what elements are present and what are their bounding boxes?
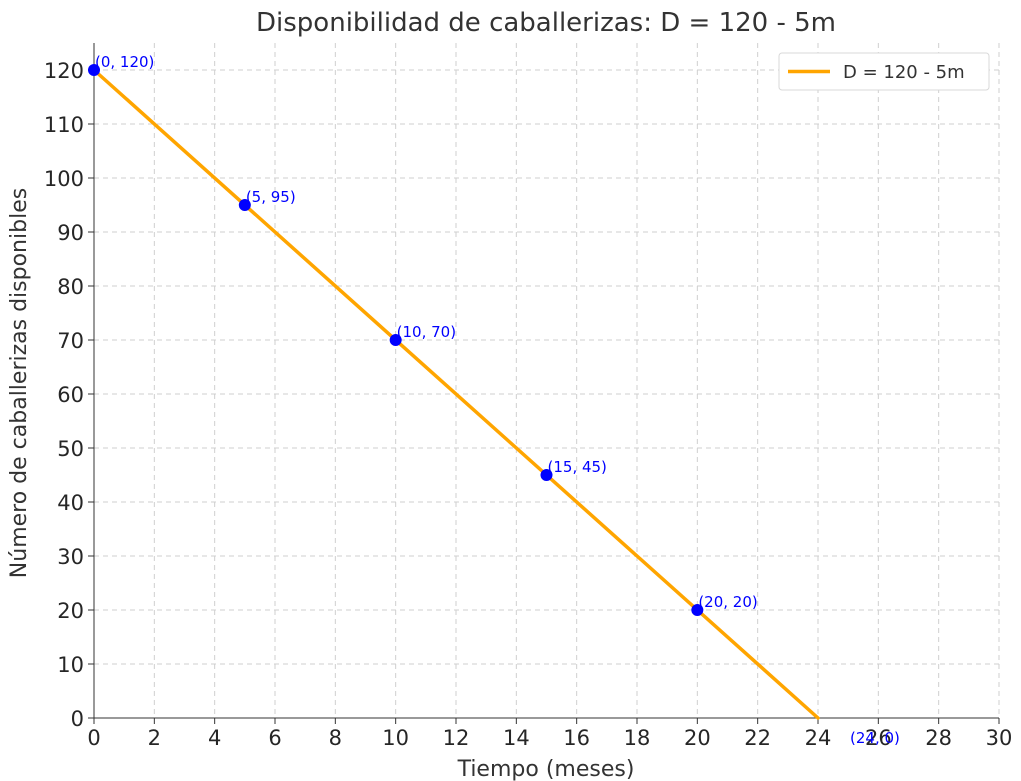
y-tick-label: 50 [57, 437, 84, 461]
y-tick-label: 60 [57, 383, 84, 407]
x-tick-label: 22 [744, 726, 771, 750]
data-point-label: (5, 95) [246, 188, 296, 206]
x-tick-label: 18 [624, 726, 651, 750]
x-tick-label: 28 [925, 726, 952, 750]
data-point [238, 199, 251, 211]
y-tick-label: 70 [57, 329, 84, 353]
x-tick-label: 8 [329, 726, 342, 750]
x-tick-label: 26 [865, 726, 892, 750]
y-tick-label: 40 [57, 491, 84, 515]
x-axis-label: Tiempo (meses) [457, 757, 635, 781]
x-tick-label: 24 [805, 726, 832, 750]
x-axis-ticks: 0 2 4 6 8 10 12 14 16 18 20 22 24 26 28 30 [87, 718, 1012, 750]
data-point-label: (20, 20) [698, 593, 757, 611]
data-point [389, 334, 402, 346]
x-tick-label: 20 [684, 726, 711, 750]
legend-box [778, 52, 990, 91]
y-tick-label: 30 [57, 545, 84, 569]
y-tick-label: 110 [44, 113, 84, 137]
legend-entry-label: D = 120 - 5m [843, 62, 965, 83]
annotation-label: (24, 0) [850, 729, 900, 747]
y-tick-label: 10 [57, 653, 84, 677]
legend: D = 120 - 5m [778, 52, 990, 91]
annotations: (24, 0) [850, 729, 900, 747]
data-point [691, 604, 704, 616]
x-tick-label: 4 [208, 726, 221, 750]
x-tick-label: 16 [563, 726, 590, 750]
x-tick-label: 2 [148, 726, 161, 750]
y-tick-label: 120 [44, 59, 84, 83]
x-tick-label: 30 [986, 726, 1013, 750]
data-point-labels: (0, 120) (5, 95) (10, 70) (15, 45) (20, 20) [95, 53, 758, 611]
y-axis-ticks: 0 10 20 30 40 50 60 70 80 90 100 110 120 [44, 59, 94, 731]
y-tick-label: 20 [57, 599, 84, 623]
x-tick-label: 6 [268, 726, 281, 750]
data-points [88, 64, 704, 616]
y-tick-label: 90 [57, 221, 84, 245]
y-tick-label: 0 [71, 707, 84, 731]
data-point-label: (10, 70) [397, 323, 456, 341]
data-point [540, 469, 553, 481]
x-tick-label: 10 [382, 726, 409, 750]
y-axis-label: Número de caballerizas disponibles [7, 188, 32, 578]
y-tick-label: 100 [44, 167, 84, 191]
data-point [88, 64, 100, 76]
x-tick-label: 0 [87, 726, 100, 750]
data-point-label: (15, 45) [548, 458, 607, 476]
x-tick-label: 12 [443, 726, 470, 750]
chart-title: Disponibilidad de caballerizas: D = 120 … [256, 8, 836, 38]
grid-lines [93, 43, 1000, 719]
data-point-label: (0, 120) [95, 53, 154, 71]
y-tick-label: 80 [57, 275, 84, 299]
axes [93, 43, 999, 719]
x-tick-label: 14 [503, 726, 530, 750]
